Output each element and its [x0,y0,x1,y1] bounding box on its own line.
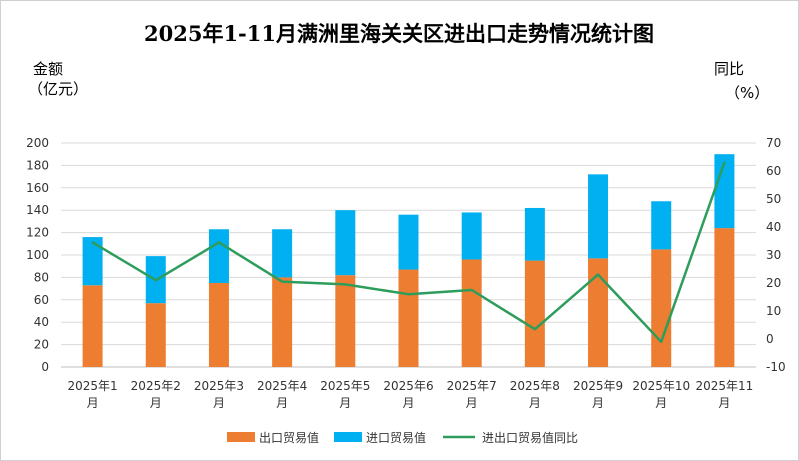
yoy-point [596,273,600,276]
y-right-tick-label: 70 [766,136,781,150]
import-bar [82,237,103,286]
y-right-tick-label: 20 [766,276,781,290]
x-tick-label-line1: 2025年4 [257,379,307,393]
y-left-label-line1: 金额 [33,60,63,78]
chart-title: 2025年1-11月满洲里海关关区进出口走势情况统计图 [144,21,654,46]
x-ticks: 2025年1 月 2025年2 月 2025年3 月 2025年4 月 2025年5 月 2025年… [67,379,753,410]
export-bar [524,260,545,367]
export-bar [208,283,229,367]
yoy-line [91,161,726,344]
y-right-tick-label: 0 [766,332,774,346]
y-right-ticks: -10 0 10 20 30 40 50 60 70 [766,136,786,374]
x-tick-label-line1: 2025年3 [194,379,244,393]
x-tick-label-line1: 2025年9 [573,379,623,393]
y-left-tick-label: 60 [34,293,49,307]
export-bar [461,259,482,367]
legend-label-yoy: 进出口贸易值同比 [482,430,578,445]
legend-swatch-export [227,432,255,442]
yoy-point [217,241,221,244]
yoy-point [154,279,157,282]
y-left-tick-label: 200 [26,136,49,150]
x-tick-label-line1: 2025年1 [67,379,117,393]
y-left-ticks: 0 20 40 60 80 100 120 140 160 180 200 [26,136,49,374]
x-tick-label-line2: 月 [276,396,288,410]
import-bar [398,214,419,270]
x-tick-label-line1: 2025年2 [131,379,181,393]
legend-label-export: 出口贸易值 [259,430,319,445]
yoy-point [723,161,726,164]
export-bar [588,258,609,367]
y-left-tick-label: 0 [41,360,49,374]
bars [82,154,735,367]
import-bar [461,212,482,260]
x-tick-label-line2: 月 [718,396,730,410]
x-tick-label-line2: 月 [213,396,225,410]
y-right-label-line2: （%） [725,84,769,102]
y-left-tick-label: 160 [26,181,49,195]
export-bar [145,303,166,367]
import-bar [714,154,735,229]
y-left-tick-label: 100 [26,248,49,262]
yoy-point [91,241,94,244]
y-right-tick-label: 60 [766,164,781,178]
yoy-point [280,280,284,283]
y-right-tick-label: -10 [766,360,786,374]
y-left-tick-label: 40 [34,315,49,329]
export-bar [335,275,356,367]
y-left-tick-label: 80 [34,270,49,284]
y-left-tick-label: 180 [26,158,49,172]
import-bar [272,229,293,278]
y-left-label-line2: （亿元） [28,80,88,98]
export-bar [272,277,293,367]
x-tick-label-line2: 月 [529,396,541,410]
yoy-point [470,288,473,292]
y-right-tick-label: 30 [766,248,781,262]
export-bar [398,269,419,367]
legend: 出口贸易值 进口贸易值 进出口贸易值同比 [227,430,578,445]
export-bar [714,228,735,367]
x-tick-label-line1: 2025年5 [320,379,370,393]
export-bar [82,285,103,367]
x-tick-label-line2: 月 [402,396,414,410]
y-right-tick-label: 50 [766,192,781,206]
import-bar [208,229,229,283]
y-left-tick-label: 120 [26,226,49,240]
x-tick-label-line1: 2025年7 [447,379,497,393]
import-bar [651,201,672,250]
x-tick-label-line2: 月 [592,396,604,410]
yoy-point [407,293,410,296]
y-left-tick-label: 20 [34,338,49,352]
import-bar [588,174,609,259]
legend-swatch-import [334,432,362,442]
export-bar [651,249,672,367]
import-bar [524,207,545,261]
x-tick-label-line2: 月 [150,396,162,410]
legend-label-import: 进口贸易值 [366,430,426,445]
x-tick-label-line1: 2025年10 [632,379,690,393]
x-tick-label-line1: 2025年11 [696,379,754,393]
x-tick-label-line2: 月 [339,396,351,410]
y-right-tick-label: 40 [766,220,781,234]
y-left-tick-label: 140 [26,203,49,217]
x-tick-label-line1: 2025年6 [383,379,433,393]
y-right-label-line1: 同比 [714,60,744,78]
x-tick-label-line2: 月 [466,396,478,410]
x-tick-label-line2: 月 [655,396,667,410]
yoy-point [533,328,537,331]
yoy-point [344,283,347,286]
x-tick-label-line2: 月 [87,396,99,410]
yoy-point [660,340,663,343]
y-right-tick-label: 10 [766,304,781,318]
x-tick-label-line1: 2025年8 [510,379,560,393]
import-bar [335,210,356,276]
